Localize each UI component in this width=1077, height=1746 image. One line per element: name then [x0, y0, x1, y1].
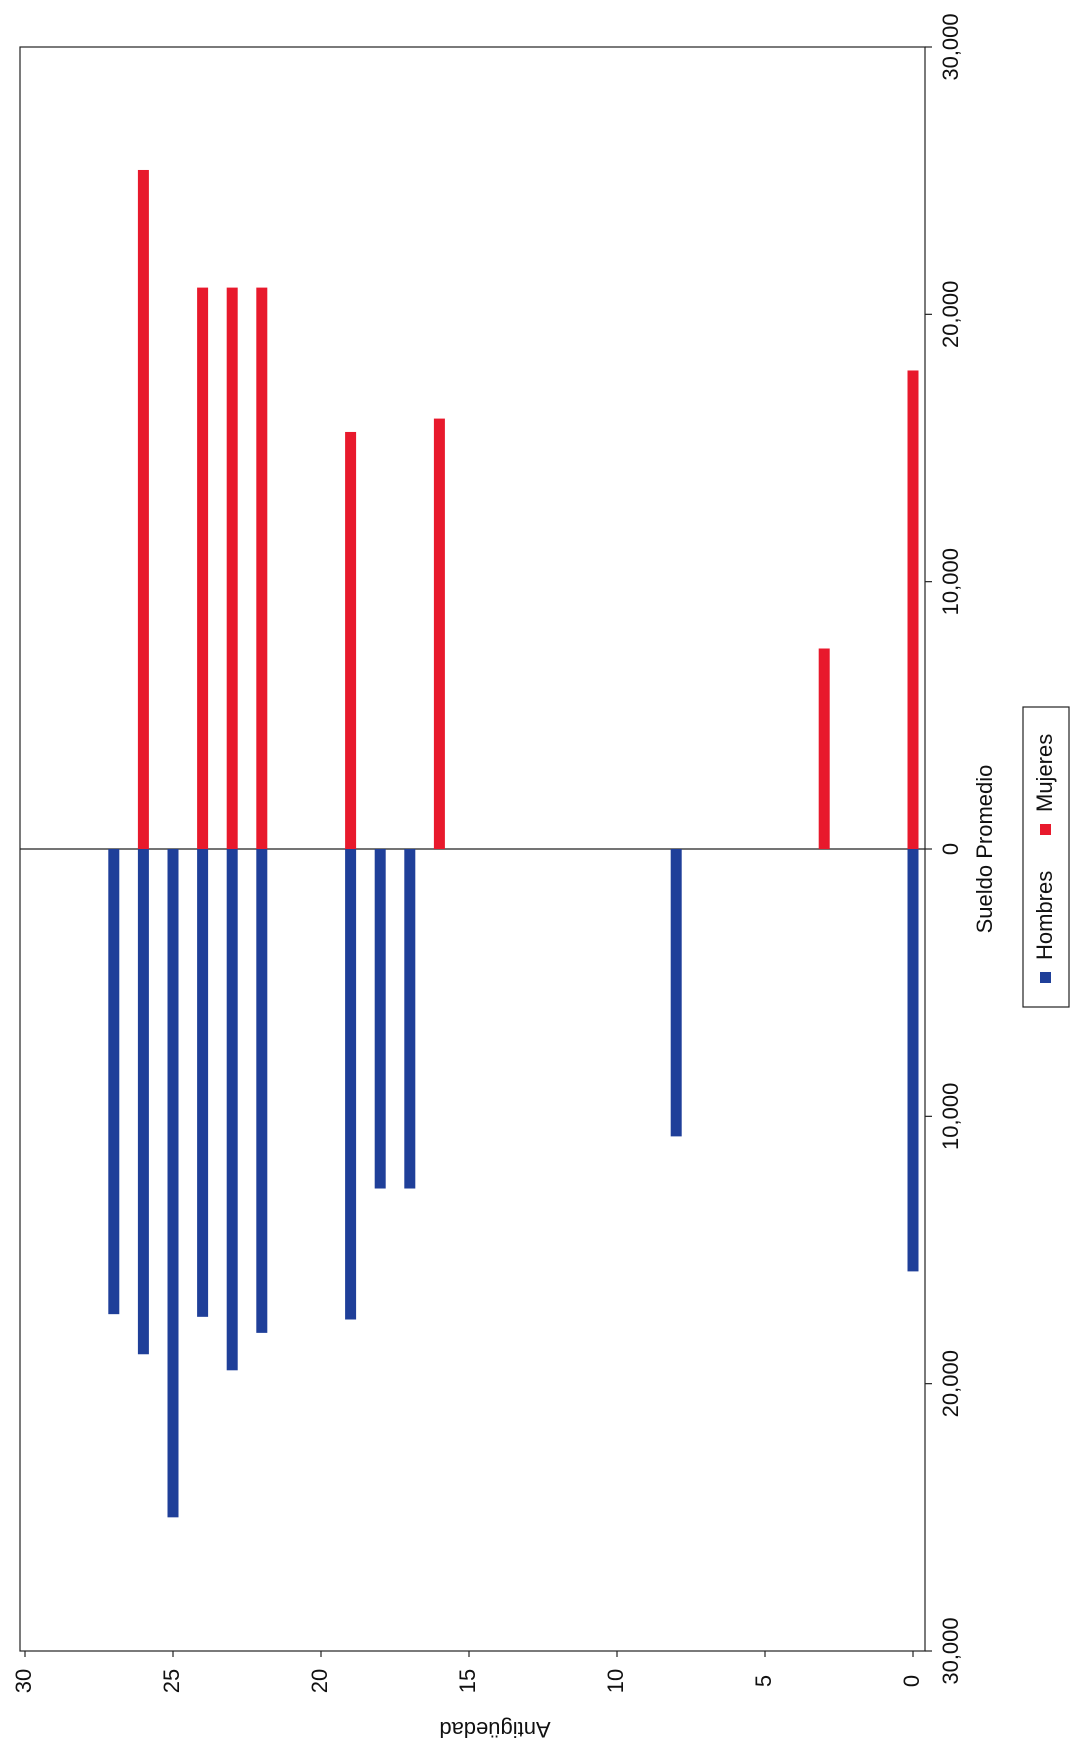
bar [167, 849, 179, 1518]
x-tick-label: 30 [11, 1669, 36, 1693]
bar [345, 849, 357, 1320]
y-tick-label: 30,000 [938, 1617, 963, 1684]
legend-swatch [1040, 972, 1051, 983]
bar [433, 418, 445, 849]
y-tick-label: 20,000 [938, 281, 963, 348]
x-tick-label: 10 [603, 1669, 628, 1693]
y-tick-label: 0 [938, 843, 963, 855]
x-tick-label: 5 [751, 1675, 776, 1687]
x-tick-label: 25 [159, 1669, 184, 1693]
legend-label: Hombres [1032, 871, 1057, 960]
bar [345, 431, 357, 849]
bar [256, 849, 268, 1333]
bar [226, 287, 238, 850]
x-tick-label: 15 [455, 1669, 480, 1693]
bar [818, 648, 830, 849]
y-tick-label: 20,000 [938, 1350, 963, 1417]
bar [197, 287, 209, 850]
bar [137, 169, 149, 849]
bar [907, 370, 919, 849]
y-tick-label: 30,000 [938, 13, 963, 80]
legend-swatch [1040, 824, 1051, 835]
y-tick-label: 10,000 [938, 1083, 963, 1150]
bar [197, 849, 209, 1317]
legend [1022, 706, 1070, 1008]
x-tick-label: 0 [899, 1675, 924, 1687]
legend-label: Mujeres [1032, 734, 1057, 812]
bar [670, 849, 682, 1137]
bar [907, 849, 919, 1272]
bar [404, 849, 416, 1189]
y-tick-label: 10,000 [938, 548, 963, 615]
y-axis-title: Sueldo Promedio [972, 765, 997, 934]
bar [226, 849, 238, 1371]
bar [108, 849, 120, 1315]
bar [256, 287, 268, 850]
x-tick-label: 20 [307, 1669, 332, 1693]
bar [137, 849, 149, 1355]
x-axis-title: Antigüedad [439, 1717, 550, 1742]
bar [374, 849, 386, 1189]
